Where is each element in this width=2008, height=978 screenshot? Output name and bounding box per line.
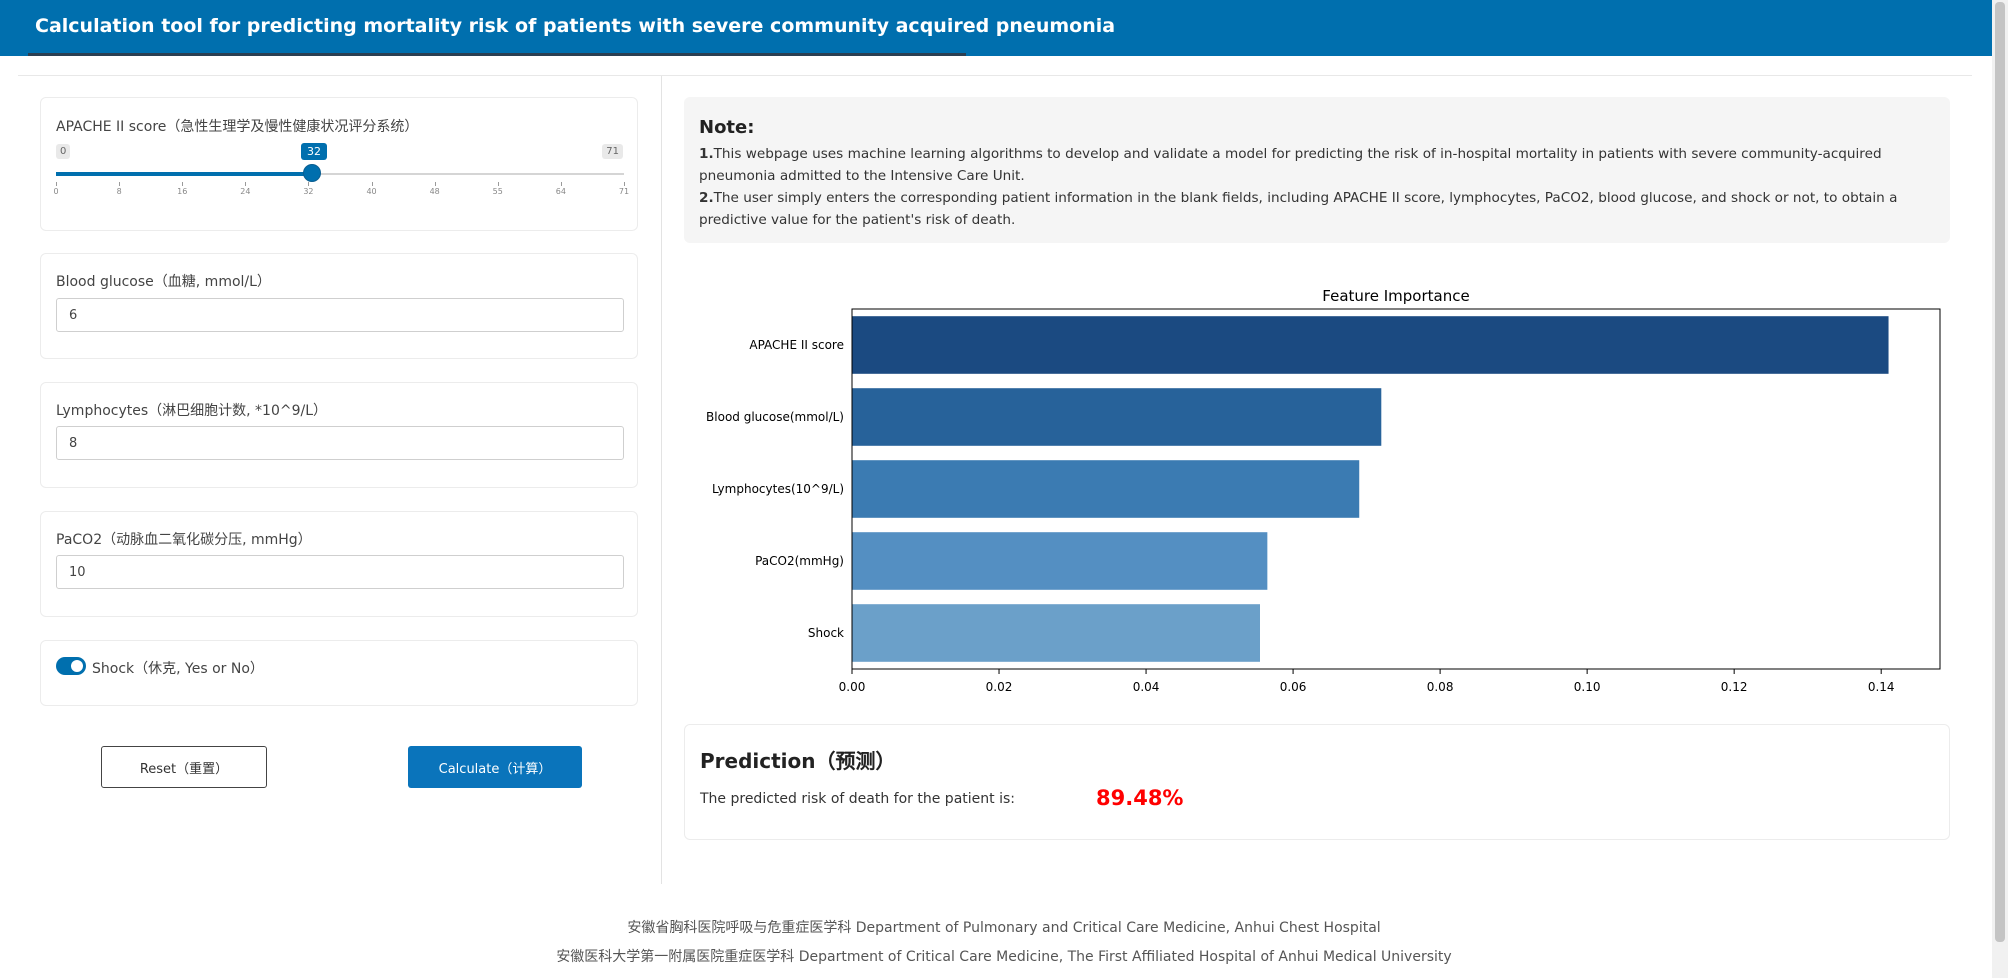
slider-tick bbox=[497, 182, 499, 186]
slider-value-badge: 32 bbox=[301, 143, 327, 160]
shock-toggle[interactable] bbox=[56, 657, 86, 675]
slider-tick bbox=[371, 182, 373, 186]
lymphocytes-input[interactable] bbox=[56, 426, 624, 460]
bar bbox=[852, 388, 1382, 446]
note-p1-number: 1. bbox=[699, 146, 714, 162]
paco2-card: PaCO2（动脉血二氧化碳分压, mmHg） bbox=[40, 511, 638, 617]
x-tick-label: 0.08 bbox=[1427, 680, 1454, 694]
glucose-label: Blood glucose（血糖, mmol/L） bbox=[56, 274, 271, 290]
calculate-button[interactable]: Calculate（计算） bbox=[408, 746, 582, 788]
divider bbox=[18, 75, 1972, 76]
slider-tick-label: 55 bbox=[492, 187, 503, 196]
note-panel: Note: 1.This webpage uses machine learni… bbox=[684, 97, 1950, 243]
footer-line-1: 安徽省胸科医院呼吸与危重症医学科 Department of Pulmonary… bbox=[627, 920, 1381, 936]
x-tick-label: 0.02 bbox=[986, 680, 1013, 694]
category-label: Lymphocytes(10^9/L) bbox=[712, 482, 844, 496]
note-title: Note: bbox=[699, 117, 755, 138]
slider-tick-label: 0 bbox=[53, 187, 59, 196]
slider-tick-label: 8 bbox=[116, 187, 122, 196]
slider-tick-label: 32 bbox=[303, 187, 314, 196]
panel-divider bbox=[661, 76, 662, 884]
bar bbox=[852, 316, 1889, 374]
scrollbar-thumb[interactable] bbox=[1995, 2, 2005, 942]
slider-tick bbox=[434, 182, 436, 186]
scrollbar[interactable] bbox=[1992, 0, 2008, 978]
bar bbox=[852, 604, 1260, 662]
feature-importance-chart: Feature Importance APACHE II score Blood … bbox=[706, 287, 1941, 694]
lymphocytes-label: Lymphocytes（淋巴细胞计数, *10^9/L） bbox=[56, 403, 328, 419]
slider-tick-label: 16 bbox=[177, 187, 188, 196]
lymphocytes-card: Lymphocytes（淋巴细胞计数, *10^9/L） bbox=[40, 382, 638, 488]
x-tick-label: 0.14 bbox=[1868, 680, 1895, 694]
category-label: APACHE II score bbox=[749, 338, 844, 352]
slider-tick bbox=[560, 182, 562, 186]
slider-tick-label: 71 bbox=[618, 187, 630, 196]
glucose-input[interactable] bbox=[56, 298, 624, 332]
prediction-value: 89.48% bbox=[1096, 786, 1184, 810]
apache-card: APACHE II score（急性生理学及慢性健康状况评分系统） 0 32 7… bbox=[40, 97, 638, 231]
slider-tick-label: 64 bbox=[555, 187, 566, 196]
x-tick-label: 0.00 bbox=[839, 680, 866, 694]
slider-min-badge: 0 bbox=[56, 144, 71, 159]
category-label: Blood glucose(mmol/L) bbox=[706, 410, 844, 424]
slider-tick-label: 40 bbox=[366, 187, 377, 196]
app-header: Calculation tool for predicting mortalit… bbox=[0, 0, 1992, 56]
x-tick-label: 0.10 bbox=[1574, 680, 1601, 694]
note-p2-text: The user simply enters the corresponding… bbox=[699, 190, 1898, 228]
toggle-knob bbox=[71, 660, 83, 672]
slider-tick-label: 24 bbox=[240, 187, 251, 196]
apache-slider-handle[interactable] bbox=[303, 164, 321, 182]
note-p2-number: 2. bbox=[699, 190, 714, 206]
slider-tick-label: 48 bbox=[429, 187, 440, 196]
app-title: Calculation tool for predicting mortalit… bbox=[35, 15, 1116, 37]
x-tick-label: 0.04 bbox=[1133, 680, 1160, 694]
apache-slider-fill bbox=[56, 172, 312, 176]
prediction-title: Prediction（预测） bbox=[700, 749, 896, 773]
slider-tick bbox=[624, 182, 625, 186]
reset-button[interactable]: Reset（重置） bbox=[101, 746, 267, 788]
bar bbox=[852, 532, 1268, 590]
slider-tick bbox=[182, 182, 184, 186]
x-tick-label: 0.06 bbox=[1280, 680, 1307, 694]
slider-tick bbox=[56, 182, 57, 186]
glucose-card: Blood glucose（血糖, mmol/L） bbox=[40, 253, 638, 359]
slider-max-badge: 71 bbox=[602, 144, 623, 159]
title-underline bbox=[28, 53, 966, 56]
slider-tick bbox=[119, 182, 121, 186]
apache-slider-track[interactable] bbox=[56, 173, 624, 175]
note-paragraph-2: 2.The user simply enters the correspondi… bbox=[699, 187, 1929, 231]
prediction-text: The predicted risk of death for the pati… bbox=[700, 791, 1015, 807]
prediction-panel: Prediction（预测） The predicted risk of dea… bbox=[684, 724, 1950, 840]
note-paragraph-1: 1.This webpage uses machine learning alg… bbox=[699, 143, 1929, 187]
x-tick-label: 0.12 bbox=[1721, 680, 1748, 694]
category-label: Shock bbox=[808, 626, 844, 640]
bar bbox=[852, 460, 1360, 518]
slider-tick bbox=[308, 182, 310, 186]
slider-tick bbox=[245, 182, 247, 186]
category-label: PaCO2(mmHg) bbox=[755, 554, 844, 568]
footer-line-2: 安徽医科大学第一附属医院重症医学科 Department of Critical… bbox=[556, 949, 1452, 965]
paco2-input[interactable] bbox=[56, 555, 624, 589]
paco2-label: PaCO2（动脉血二氧化碳分压, mmHg） bbox=[56, 532, 312, 548]
note-p1-text: This webpage uses machine learning algor… bbox=[699, 146, 1882, 184]
plot-frame bbox=[851, 308, 1941, 670]
apache-label: APACHE II score（急性生理学及慢性健康状况评分系统） bbox=[56, 119, 419, 135]
shock-card: Shock（休克, Yes or No） bbox=[40, 640, 638, 706]
chart-title: Feature Importance bbox=[1322, 287, 1469, 305]
shock-label: Shock（休克, Yes or No） bbox=[92, 661, 264, 677]
